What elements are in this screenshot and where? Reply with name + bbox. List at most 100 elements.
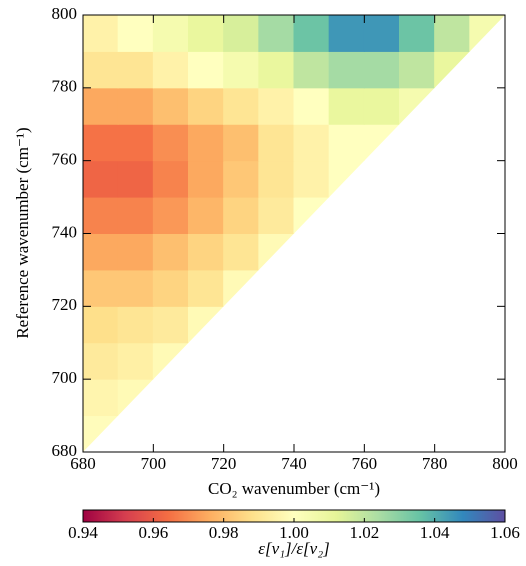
heatmap-cell xyxy=(258,196,295,234)
heatmap-cell xyxy=(293,87,330,125)
x-tick-label: 800 xyxy=(492,454,518,473)
heatmap-cell xyxy=(117,378,154,417)
heatmap-cell xyxy=(117,160,154,198)
heatmap-cell xyxy=(188,269,225,307)
y-tick-label: 720 xyxy=(52,295,78,314)
heatmap-cell xyxy=(328,15,365,52)
y-axis-label: Reference wavenumber (cm⁻¹) xyxy=(13,127,32,338)
heatmap-cell xyxy=(223,160,260,198)
heatmap-cell xyxy=(223,269,260,307)
heatmap-cell xyxy=(328,87,365,125)
heatmap-cell xyxy=(293,160,330,198)
heatmap-cell xyxy=(117,233,154,271)
heatmap-cell xyxy=(434,50,471,89)
y-tick-label: 760 xyxy=(52,150,78,169)
heatmap-cell xyxy=(117,269,154,307)
heatmap-cell xyxy=(83,269,119,307)
heatmap-cell xyxy=(83,415,119,452)
heatmap-cell xyxy=(258,233,295,271)
heatmap-cell xyxy=(152,87,189,125)
colorbar-label: ε[ν₁]/ε[ν₂] xyxy=(258,539,330,558)
heatmap-cell xyxy=(117,15,154,52)
x-tick-label: 700 xyxy=(141,454,167,473)
heatmap-cell xyxy=(363,15,400,52)
heatmap-cell xyxy=(83,305,119,344)
heatmap-cell xyxy=(188,123,225,162)
heatmap-cell xyxy=(83,160,119,198)
heatmap-cell xyxy=(117,342,154,380)
x-tick-label: 780 xyxy=(422,454,448,473)
heatmap-cell xyxy=(258,123,295,162)
heatmap-cell xyxy=(469,15,505,52)
heatmap-cell xyxy=(83,342,119,380)
heatmap-cell xyxy=(293,196,330,234)
heatmap-cell xyxy=(188,15,225,52)
heatmap-cell xyxy=(188,196,225,234)
heatmap-cell xyxy=(117,87,154,125)
heatmap-cell xyxy=(83,233,119,271)
heatmap-cell xyxy=(328,123,365,162)
heatmap-cell xyxy=(363,87,400,125)
colorbar-tick-label: 0.96 xyxy=(138,523,168,542)
heatmap-cell xyxy=(83,87,119,125)
heatmap-cell xyxy=(188,50,225,89)
y-tick-label: 700 xyxy=(52,368,78,387)
heatmap-cell xyxy=(188,87,225,125)
heatmap-cell xyxy=(223,15,260,52)
x-tick-label: 720 xyxy=(211,454,237,473)
colorbar-tick-label: 0.98 xyxy=(209,523,239,542)
heatmap-cell xyxy=(223,196,260,234)
colorbar-tick-label: 1.00 xyxy=(279,523,309,542)
heatmap-cell xyxy=(152,50,189,89)
colorbar-tick-label: 0.94 xyxy=(68,523,98,542)
heatmap-cell xyxy=(152,305,189,344)
heatmap-cell xyxy=(293,123,330,162)
heatmap-cell xyxy=(293,15,330,52)
heatmap-cell xyxy=(188,233,225,271)
heatmap-cell xyxy=(83,196,119,234)
heatmap-cell xyxy=(363,123,400,162)
heatmap-cell xyxy=(399,15,436,52)
heatmap-cell xyxy=(152,342,189,380)
heatmap-cell xyxy=(434,15,471,52)
heatmap-cell xyxy=(188,160,225,198)
heatmap-cell xyxy=(152,269,189,307)
heatmap-cell xyxy=(328,160,365,198)
heatmap-cell xyxy=(83,378,119,417)
y-tick-label: 800 xyxy=(52,4,78,23)
heatmap-cell xyxy=(152,15,189,52)
heatmap-cell xyxy=(83,50,119,89)
y-tick-label: 740 xyxy=(52,222,78,241)
heatmap-cell xyxy=(117,50,154,89)
heatmap-cell xyxy=(399,50,436,89)
heatmap-cell xyxy=(363,50,400,89)
heatmap-cell xyxy=(152,123,189,162)
heatmap-cell xyxy=(328,50,365,89)
heatmap-cell xyxy=(152,233,189,271)
heatmap-cell xyxy=(152,160,189,198)
colorbar-tick-label: 1.02 xyxy=(349,523,379,542)
heatmap-cell xyxy=(258,50,295,89)
heatmap-cell xyxy=(117,123,154,162)
heatmap-cell xyxy=(152,196,189,234)
heatmap-cell xyxy=(258,160,295,198)
colorbar-tick-label: 1.06 xyxy=(490,523,520,542)
x-tick-label: 680 xyxy=(70,454,96,473)
heatmap-cell xyxy=(293,50,330,89)
colorbar-tick-label: 1.04 xyxy=(420,523,450,542)
x-tick-label: 760 xyxy=(352,454,378,473)
x-axis-label: CO₂ wavenumber (cm⁻¹) xyxy=(208,479,380,498)
heatmap-cell xyxy=(223,233,260,271)
heatmap-cell xyxy=(399,87,436,125)
heatmap xyxy=(83,15,505,452)
heatmap-cell xyxy=(117,196,154,234)
heatmap-cell xyxy=(258,87,295,125)
heatmap-cell xyxy=(258,15,295,52)
y-tick-label: 680 xyxy=(52,441,78,460)
heatmap-cell xyxy=(223,50,260,89)
heatmap-cell xyxy=(117,305,154,344)
heatmap-cell xyxy=(83,123,119,162)
x-tick-label: 740 xyxy=(281,454,307,473)
heatmap-cell xyxy=(188,305,225,344)
